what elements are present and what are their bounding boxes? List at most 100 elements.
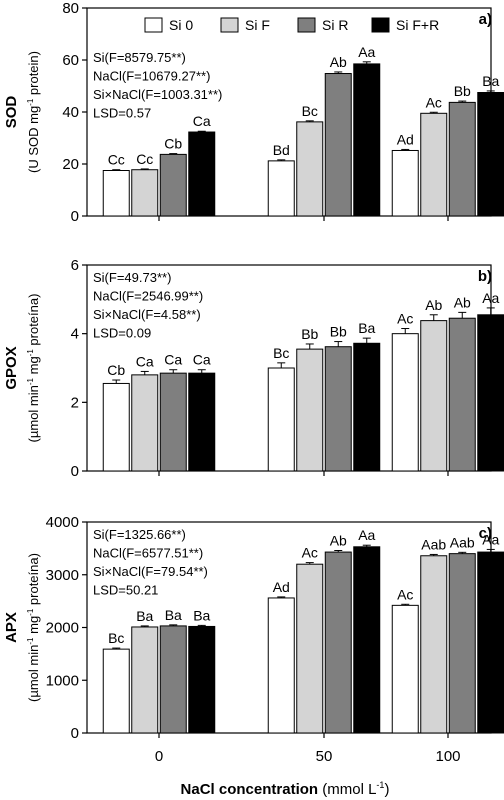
bar bbox=[420, 112, 448, 217]
legend-item: Si F bbox=[220, 17, 270, 33]
y-axis-unit-text: (µmol min bbox=[26, 385, 41, 442]
bar bbox=[296, 563, 324, 734]
bar-letter-label: Ab bbox=[330, 54, 347, 70]
anova-stat: LSD=0.57 bbox=[93, 106, 151, 121]
bar-letter-label: Cc bbox=[108, 152, 125, 168]
y-tick-label: 4 bbox=[71, 326, 79, 343]
y-axis-title: SOD bbox=[3, 96, 20, 129]
y-axis-title: GPOX bbox=[3, 346, 20, 389]
bar-letter-label: Ad bbox=[273, 579, 290, 595]
anova-stat: LSD=50.21 bbox=[93, 583, 158, 598]
bar-letter-label: Aa bbox=[358, 527, 375, 543]
y-tick-label: 0 bbox=[71, 463, 79, 480]
y-tick-label: 4000 bbox=[46, 514, 79, 531]
bar-letter-label: Aa bbox=[482, 531, 499, 547]
y-tick-label: 2000 bbox=[46, 620, 79, 637]
bar bbox=[188, 625, 216, 734]
bar bbox=[477, 551, 504, 734]
bar bbox=[188, 131, 216, 217]
y-axis-unit-superscript: -1 bbox=[26, 98, 35, 106]
bar-letter-label: Aa bbox=[358, 44, 375, 60]
y-axis-unit-text: proteína) bbox=[26, 553, 41, 609]
bar bbox=[448, 553, 476, 734]
panel-letter: b) bbox=[478, 268, 492, 285]
bar bbox=[159, 372, 187, 472]
panel-sod: 0 20 40 60 80 Cc Bd Ad Cc Bc Ac Cb Ab Bb Ca Aa Ba Si(F=85… bbox=[3, 0, 504, 225]
bar-letter-label: Cb bbox=[107, 362, 125, 378]
bar-letter-label: Ac bbox=[397, 311, 413, 327]
bar-letter-label: Ac bbox=[397, 586, 413, 602]
anova-stat: LSD=0.09 bbox=[93, 326, 151, 341]
bar-letter-label: Ba bbox=[165, 607, 182, 623]
bar bbox=[267, 597, 295, 734]
bar bbox=[131, 626, 159, 734]
bar bbox=[477, 92, 504, 217]
x-tick-label: 0 bbox=[155, 748, 163, 765]
bar-letter-label: Bc bbox=[302, 103, 318, 119]
bar bbox=[102, 382, 130, 472]
bar-letter-label: Cc bbox=[136, 151, 153, 167]
bar-letter-label: Ca bbox=[136, 353, 154, 369]
anova-stat: Si×NaCl(F=4.58**) bbox=[93, 307, 201, 322]
y-axis-unit-text: proteína) bbox=[26, 294, 41, 350]
bar bbox=[159, 153, 187, 217]
x-axis-title-bold: NaCl concentration bbox=[181, 781, 319, 798]
panel-letter: a) bbox=[479, 11, 492, 28]
bar bbox=[477, 314, 504, 472]
bar bbox=[353, 546, 381, 734]
bar bbox=[267, 160, 295, 217]
bar-letter-label: Ca bbox=[164, 352, 182, 368]
panel-apx: 0 1000 2000 3000 4000 0 50 100 Bc Ad Ac Ba Ac Aab Ba Ab… bbox=[3, 514, 504, 765]
anova-stat: Si(F=49.73**) bbox=[93, 270, 171, 285]
y-tick-label: 2 bbox=[71, 394, 79, 411]
anova-stat: Si×NaCl(F=1003.31**) bbox=[93, 87, 222, 102]
legend-label: Si R bbox=[322, 17, 348, 33]
y-axis-unit-superscript: -1 bbox=[26, 608, 35, 616]
bar-letter-label: Bd bbox=[273, 142, 290, 158]
bar-letter-label: Ab bbox=[425, 297, 442, 313]
bar-letter-label: Aab bbox=[450, 534, 475, 550]
y-axis-unit-superscript: -1 bbox=[26, 637, 35, 645]
anova-stat: NaCl(F=2546.99**) bbox=[93, 289, 203, 304]
x-axis-title-unit-sup: -1 bbox=[376, 780, 384, 790]
bar bbox=[391, 149, 419, 217]
bar-letter-label: Ca bbox=[193, 113, 211, 129]
y-axis-unit: (µmol min-1 mg-1 proteína) bbox=[26, 553, 41, 702]
bar-letter-label: Bb bbox=[301, 326, 318, 342]
bar-letter-label: Ac bbox=[426, 94, 442, 110]
bar bbox=[391, 333, 419, 472]
bar bbox=[267, 367, 295, 472]
chart-panels: 020406080CcBdAdCcBcAcCbAbBbCaAaBaSi(F=85… bbox=[3, 0, 504, 765]
x-axis-title-unit: (mmol L bbox=[318, 781, 376, 798]
y-axis-unit-superscript: -1 bbox=[26, 377, 35, 385]
legend-item: Si F+R bbox=[371, 17, 439, 33]
y-axis-unit: (U SOD mg-1 protein) bbox=[26, 51, 41, 173]
legend-swatch bbox=[297, 17, 316, 33]
bar-letter-label: Bb bbox=[330, 324, 347, 340]
y-tick-label: 80 bbox=[62, 0, 79, 17]
y-tick-label: 0 bbox=[71, 208, 79, 225]
bar-letter-label: Aa bbox=[482, 290, 499, 306]
bar bbox=[102, 648, 130, 734]
y-axis-unit-text: (µmol min bbox=[26, 645, 41, 702]
anova-stat: NaCl(F=6577.51**) bbox=[93, 546, 203, 561]
y-axis-unit-superscript: -1 bbox=[26, 349, 35, 357]
legend-item: Si R bbox=[297, 17, 348, 33]
bar bbox=[324, 551, 352, 734]
bar bbox=[131, 169, 159, 217]
y-axis-unit-text: mg bbox=[26, 356, 41, 378]
bar bbox=[448, 317, 476, 472]
bar-letter-label: Bb bbox=[454, 83, 471, 99]
bar bbox=[391, 604, 419, 734]
bar-letter-label: Ca bbox=[193, 352, 211, 368]
x-tick-label: 100 bbox=[435, 748, 460, 765]
panel-gpox: 0 2 4 6 Cb Bc Ac Ca Bb Ab Ca Bb Ab Ca Ba Aa Si(F=49.73**… bbox=[3, 257, 504, 480]
anova-stat: Si(F=1325.66**) bbox=[93, 527, 186, 542]
bar bbox=[296, 121, 324, 217]
legend: Si 0 Si F Si R Si F+R bbox=[144, 17, 439, 33]
bar bbox=[324, 73, 352, 217]
legend-label: Si 0 bbox=[169, 17, 193, 33]
bar-letter-label: Ac bbox=[302, 545, 318, 561]
bar bbox=[420, 320, 448, 472]
